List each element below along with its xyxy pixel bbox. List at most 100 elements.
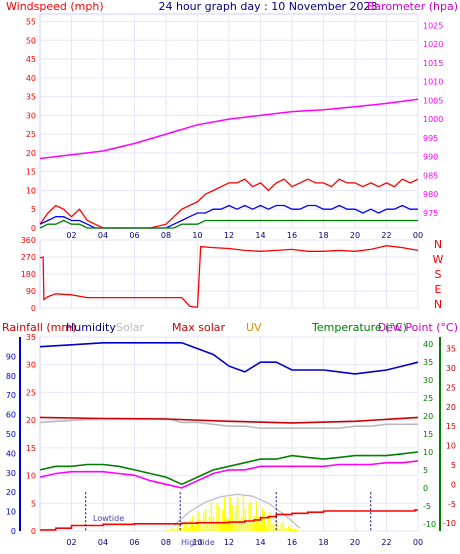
tick-label-humidity: 0 bbox=[11, 527, 16, 536]
tick-label-dewpoint: 30 bbox=[446, 364, 456, 373]
series-line-gust bbox=[39, 178, 419, 229]
tick-label-hour: 00 bbox=[413, 538, 423, 547]
tick-label-dewpoint: 0 bbox=[451, 480, 456, 489]
tick-label-windspeed: 45 bbox=[26, 55, 36, 64]
tick-label-windspeed: 35 bbox=[26, 93, 36, 102]
series-line-humidity bbox=[39, 341, 419, 375]
wind-pressure-grid bbox=[40, 14, 419, 229]
tick-label-temperature: 0 bbox=[423, 484, 428, 493]
legend-rainfall: Rainfall (mm) bbox=[2, 321, 76, 334]
tick-label-hour: 08 bbox=[161, 538, 171, 547]
legend-temperature: Temperature (°C) bbox=[311, 321, 407, 334]
tick-label-windspeed: 50 bbox=[26, 36, 36, 45]
tick-label-barometer: 990 bbox=[423, 153, 438, 162]
legend-solar: Solar bbox=[116, 321, 145, 334]
tick-label-rainfall: 25 bbox=[26, 388, 36, 397]
tick-label-hour: 04 bbox=[98, 231, 108, 240]
tick-label-rainfall: 30 bbox=[26, 361, 36, 370]
tick-label-hour: 10 bbox=[192, 231, 202, 240]
tick-label-temperature: 5 bbox=[423, 466, 428, 475]
tick-label-humidity: 30 bbox=[6, 469, 16, 478]
tick-label-temperature: 30 bbox=[423, 376, 433, 385]
tick-label-direction: 270 bbox=[21, 253, 36, 262]
barometer-axis-title: Barometer (hpa) bbox=[367, 0, 458, 13]
tick-label-barometer: 1020 bbox=[423, 40, 443, 49]
compass-letter: N bbox=[434, 298, 442, 311]
tick-label-barometer: 975 bbox=[423, 209, 438, 218]
tick-label-hour: 12 bbox=[224, 231, 234, 240]
tick-label-humidity: 90 bbox=[6, 352, 16, 361]
tick-label-hour: 16 bbox=[287, 231, 297, 240]
compass-letter: W bbox=[433, 253, 444, 266]
tick-label-direction: 90 bbox=[26, 287, 36, 296]
tick-label-windspeed: 10 bbox=[26, 186, 36, 195]
legend-dew-point: Dew Point (°C) bbox=[378, 321, 458, 334]
tick-label-windspeed: 5 bbox=[31, 205, 36, 214]
tick-label-humidity: 50 bbox=[6, 430, 16, 439]
tick-label-direction: 0 bbox=[31, 304, 36, 313]
temperature-series bbox=[39, 341, 419, 531]
tick-label-windspeed: 0 bbox=[31, 224, 36, 233]
temperature-ticks: 051015202530350102030405060708090-10-505… bbox=[6, 333, 456, 547]
tick-label-windspeed: 20 bbox=[26, 149, 36, 158]
tick-label-humidity: 40 bbox=[6, 449, 16, 458]
tick-label-direction: 360 bbox=[21, 236, 36, 245]
tick-label-barometer: 1010 bbox=[423, 78, 443, 87]
series-line-direction bbox=[39, 245, 419, 308]
tick-label-windspeed: 40 bbox=[26, 74, 36, 83]
series-line-rainfall-mm- bbox=[40, 509, 418, 531]
tick-label-temperature: 35 bbox=[423, 358, 433, 367]
tick-label-rainfall: 10 bbox=[26, 472, 36, 481]
tick-label-hour: 20 bbox=[350, 538, 360, 547]
tick-label-dewpoint: -10 bbox=[443, 519, 456, 528]
tick-label-dewpoint: 15 bbox=[446, 422, 456, 431]
tick-label-dewpoint: 20 bbox=[446, 403, 456, 412]
compass-letter: N bbox=[434, 238, 442, 251]
tick-label-hour: 00 bbox=[413, 231, 423, 240]
tick-label-hour: 18 bbox=[318, 538, 328, 547]
tick-label-temperature: 10 bbox=[423, 448, 433, 457]
tick-label-hour: 22 bbox=[381, 231, 391, 240]
series-line-low bbox=[39, 219, 418, 229]
series-line-max-solar bbox=[39, 416, 419, 424]
tick-label-hour: 06 bbox=[129, 538, 139, 547]
tick-label-rainfall: 5 bbox=[31, 499, 36, 508]
tick-label-windspeed: 55 bbox=[26, 18, 36, 27]
series-line-temperature-c- bbox=[39, 451, 419, 486]
tick-label-hour: 14 bbox=[255, 231, 265, 240]
legend-humidity: Humidity bbox=[66, 321, 116, 334]
tick-label-hour: 06 bbox=[129, 231, 139, 240]
tick-label-rainfall: 35 bbox=[26, 333, 36, 342]
wind-direction-ticks: 0 90 180 270 360 bbox=[21, 236, 36, 313]
tick-label-barometer: 1000 bbox=[423, 115, 443, 124]
tick-label-rainfall: 15 bbox=[26, 444, 36, 453]
tick-label-dewpoint: -5 bbox=[448, 500, 456, 509]
wind-pressure-series bbox=[39, 98, 419, 229]
tick-label-hour: 08 bbox=[161, 231, 171, 240]
windspeed-axis-title: Windspeed (mph) bbox=[6, 0, 104, 13]
tick-label-barometer: 980 bbox=[423, 190, 438, 199]
compass-letter: E bbox=[435, 283, 442, 296]
tick-label-hour: 20 bbox=[350, 231, 360, 240]
tick-label-humidity: 60 bbox=[6, 411, 16, 420]
tick-label-temperature: -10 bbox=[423, 520, 436, 529]
tick-label-barometer: 995 bbox=[423, 134, 438, 143]
series-line-max-solar-curve bbox=[173, 493, 301, 529]
lowtide-label: Lowtide bbox=[93, 514, 124, 523]
tick-label-dewpoint: 35 bbox=[446, 345, 456, 354]
tick-label-hour: 18 bbox=[318, 231, 328, 240]
tick-label-hour: 14 bbox=[255, 538, 265, 547]
tick-label-hour: 10 bbox=[192, 538, 202, 547]
tick-label-rainfall: 20 bbox=[26, 416, 36, 425]
tick-label-temperature: 15 bbox=[423, 430, 433, 439]
hightide-label: Hightide bbox=[181, 538, 215, 547]
tick-label-rainfall: 0 bbox=[31, 527, 36, 536]
legend-max-solar: Max solar bbox=[172, 321, 225, 334]
compass-letter: S bbox=[435, 268, 442, 281]
tick-label-hour: 04 bbox=[98, 538, 108, 547]
tick-label-dewpoint: 10 bbox=[446, 442, 456, 451]
wind-pressure-ticks: 0510152025303540455055975980985990995100… bbox=[26, 18, 444, 240]
tick-label-hour: 02 bbox=[66, 231, 76, 240]
